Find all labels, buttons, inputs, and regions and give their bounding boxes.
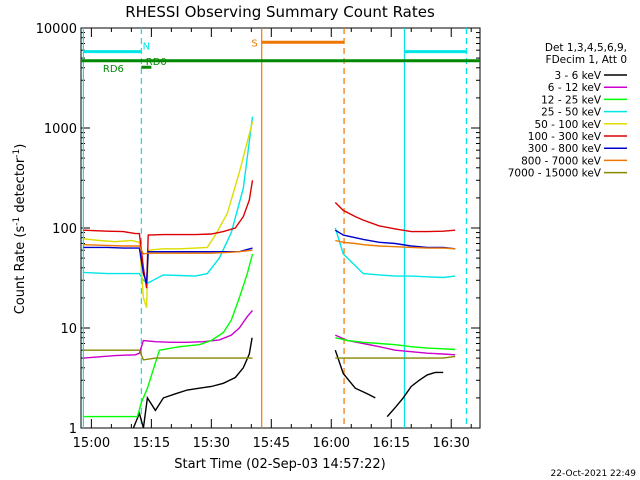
series-line [335, 239, 456, 250]
y-tick-label: 10000 [36, 22, 77, 37]
legend-label: 12 - 25 keV [541, 94, 602, 106]
series-line [334, 229, 456, 250]
legend-header: Det 1,3,4,5,6,9, [545, 42, 627, 54]
series-line [334, 202, 456, 233]
x-axis: 15:00 15:15 15:30 15:45 16:00 16:15 16:30 [73, 28, 472, 451]
legend-label: 800 - 7000 keV [521, 155, 602, 167]
x-tick-label: 15:15 [133, 436, 170, 451]
state-bar-label: S [251, 38, 257, 49]
series-line [83, 244, 253, 255]
state-bar-label: N [143, 42, 150, 53]
y-tick-label: 1 [69, 422, 77, 437]
series-line [335, 355, 456, 359]
x-axis-title: Start Time (02-Sep-03 14:57:22) [174, 457, 385, 472]
series-lines [83, 116, 456, 429]
state-bar-label: RD0 [146, 57, 167, 68]
series-line [334, 227, 456, 279]
series-line [386, 371, 444, 418]
y-tick-label: 10 [60, 322, 77, 337]
x-tick-label: 15:30 [193, 436, 230, 451]
series-line [83, 121, 254, 308]
x-tick-label: 15:45 [253, 436, 290, 451]
y-tick-label: 100 [52, 222, 77, 237]
x-tick-label: 15:00 [73, 436, 110, 451]
y-tick-label: 1000 [44, 122, 77, 137]
series-line [335, 337, 456, 351]
series-line [334, 349, 376, 399]
x-tick-label: 16:15 [373, 436, 410, 451]
x-tick-label: 16:00 [313, 436, 350, 451]
legend-label: 25 - 50 keV [541, 107, 602, 119]
y-axis-title: Count Rate (s-1 detector-1) [12, 144, 28, 315]
series-line [83, 246, 253, 284]
legend-label: 3 - 6 keV [554, 70, 601, 82]
series-line [83, 180, 254, 289]
series-line [132, 337, 253, 429]
legend-label: 50 - 100 keV [534, 119, 601, 131]
state-bar-label: RD6 [103, 64, 124, 75]
y-axis: 1 10 100 1000 10000 [36, 22, 480, 437]
legend: Det 1,3,4,5,6,9,FDecim 1, Att 0 3 - 6 keV… [508, 42, 627, 180]
chart-title: RHESSI Observing Summary Count Rates [125, 3, 435, 21]
series-line [83, 309, 254, 359]
legend-label: 100 - 300 keV [528, 131, 602, 143]
legend-label: 7000 - 15000 keV [508, 168, 602, 180]
legend-label: 300 - 800 keV [528, 143, 602, 155]
legend-header: FDecim 1, Att 0 [546, 54, 627, 66]
series-line [83, 349, 253, 361]
series-line [83, 116, 254, 285]
legend-label: 6 - 12 keV [548, 82, 602, 94]
series-line [83, 253, 254, 418]
x-tick-label: 16:30 [432, 436, 469, 451]
footer-timestamp: 22-Oct-2021 22:49 [551, 469, 637, 479]
instrument-state-markers: N RD6 S RD0 [81, 28, 480, 428]
